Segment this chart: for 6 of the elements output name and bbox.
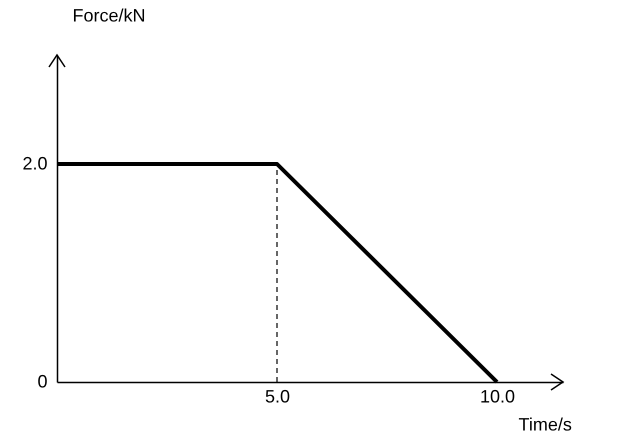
- x-tick-label: 5.0: [264, 386, 290, 406]
- y-tick-label: 2.0: [22, 154, 48, 174]
- y-axis-title: Force/kN: [72, 6, 146, 26]
- y-tick-label: 0: [37, 372, 48, 392]
- x-tick-label: 10.0: [480, 386, 516, 406]
- x-axis-title: Time/s: [518, 414, 572, 434]
